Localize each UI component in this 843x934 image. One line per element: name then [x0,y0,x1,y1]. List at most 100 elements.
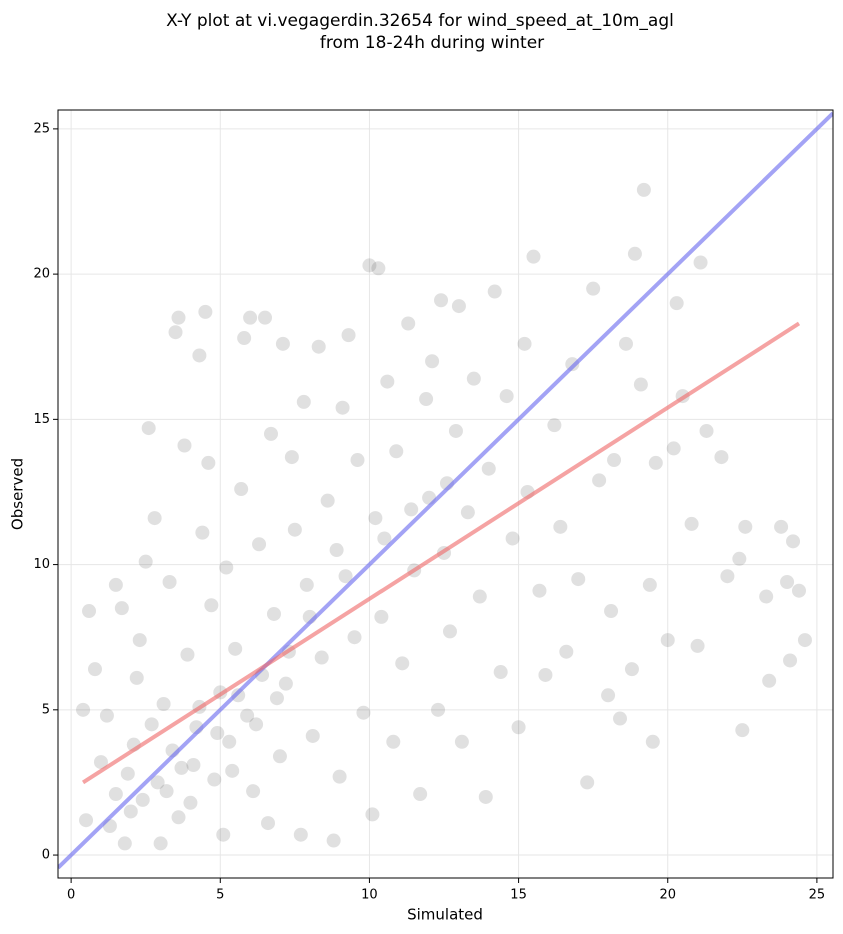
point [377,531,392,546]
plot-area [58,111,833,870]
point [338,569,353,584]
point [192,348,207,363]
point [791,583,806,598]
point [228,641,243,656]
point [404,502,419,517]
point [386,734,401,749]
point [454,734,469,749]
point [368,511,383,526]
point [153,836,168,851]
point [174,760,189,775]
point [413,787,428,802]
point [425,354,440,369]
point [532,583,547,598]
point [431,702,446,717]
point [261,816,276,831]
point [296,394,311,409]
point [240,708,255,723]
y-tick-label: 0 [42,848,50,863]
point [448,423,463,438]
point [216,827,231,842]
point [645,734,660,749]
point [347,630,362,645]
point [684,516,699,531]
point [269,691,284,706]
point [690,638,705,653]
point [132,633,147,648]
point [633,377,648,392]
point [82,604,97,619]
point [442,624,457,639]
point [380,374,395,389]
point [714,450,729,465]
point [246,784,261,799]
point [231,688,246,703]
point [660,633,675,648]
point [618,336,633,351]
point [219,560,234,575]
point [565,357,580,372]
point [159,784,174,799]
point [186,758,201,773]
point [147,511,162,526]
point [138,554,153,569]
x-tick-label: 15 [510,888,527,903]
x-axis-label: Simulated [407,906,483,924]
point [642,577,657,592]
point [201,455,216,470]
point [266,606,281,621]
point [263,426,278,441]
point [571,572,586,587]
point [278,676,293,691]
point [258,310,273,325]
grid [58,110,833,878]
y-tick-label: 15 [33,412,50,427]
point [332,769,347,784]
point [311,339,326,354]
point [204,598,219,613]
chart-title: from 18-24h during winter [320,33,544,53]
point [604,604,619,619]
point [329,543,344,558]
point [350,453,365,468]
point [117,836,132,851]
point [720,569,735,584]
point [335,400,350,415]
point [183,795,198,810]
point [669,296,684,311]
x-tick-label: 25 [809,888,826,903]
point [481,461,496,476]
point [586,281,601,296]
point [210,726,225,741]
point [401,316,416,331]
point [627,246,642,261]
point [371,261,386,276]
point [607,453,622,468]
point [735,723,750,738]
point [79,813,94,828]
chart-title: X-Y plot at vi.vegagerdin.32654 for wind… [166,11,674,31]
point [526,249,541,264]
point [171,310,186,325]
x-tick-label: 10 [361,888,378,903]
point [275,336,290,351]
fit-line [81,321,801,785]
point [786,534,801,549]
point [341,328,356,343]
point [666,441,681,456]
x-tick-label: 20 [659,888,676,903]
point [144,717,159,732]
point [395,656,410,671]
point [305,728,320,743]
point [580,775,595,790]
point [389,444,404,459]
point [559,644,574,659]
x-tick-label: 0 [67,888,75,903]
point [538,667,553,682]
point [287,522,302,537]
point [243,310,258,325]
point [108,787,123,802]
y-tick-label: 5 [42,702,50,717]
point [478,789,493,804]
point [272,749,287,764]
